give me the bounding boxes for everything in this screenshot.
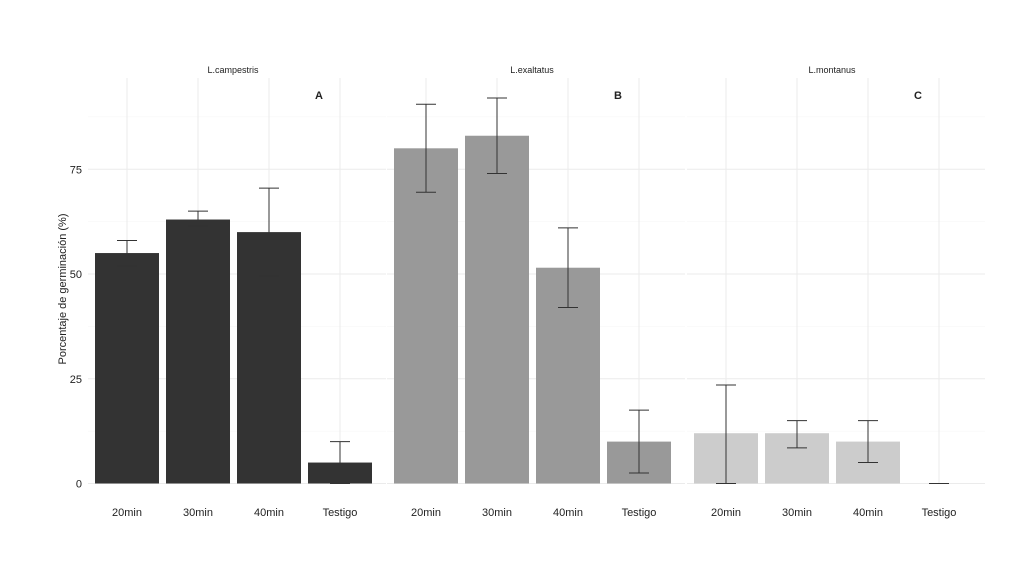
panel-tag: A [315,90,323,102]
x-tick-label: Testigo [922,507,957,519]
x-tick-label: 40min [553,507,583,519]
bar [95,253,159,484]
panel-tag: B [614,90,622,102]
x-tick-label: 30min [782,507,812,519]
panel-title: L.montanus [808,65,856,75]
y-tick-label: 75 [70,164,82,176]
x-tick-label: 20min [411,507,441,519]
bar [465,135,529,484]
bar [166,219,230,484]
y-tick-label: 0 [76,479,82,491]
y-axis-label: Porcentaje de germinación (%) [57,213,69,364]
x-tick-label: Testigo [622,507,657,519]
x-tick-label: 30min [482,507,512,519]
chart-text: 0 25 50 75 L.campestris A 20min 30min 40min Testi… [70,65,957,519]
x-tick-label: 30min [183,507,213,519]
y-tick-label: 50 [70,269,82,281]
x-tick-label: 20min [711,507,741,519]
x-tick-label: 40min [853,507,883,519]
x-tick-label: Testigo [323,507,358,519]
panel-title: L.campestris [207,65,259,75]
x-tick-label: 40min [254,507,284,519]
bar [394,148,458,484]
x-tick-label: 20min [112,507,142,519]
error-bars [117,97,949,484]
y-tick-label: 25 [70,374,82,386]
panel-title: L.exaltatus [510,65,554,75]
panel-tag: C [914,90,922,102]
